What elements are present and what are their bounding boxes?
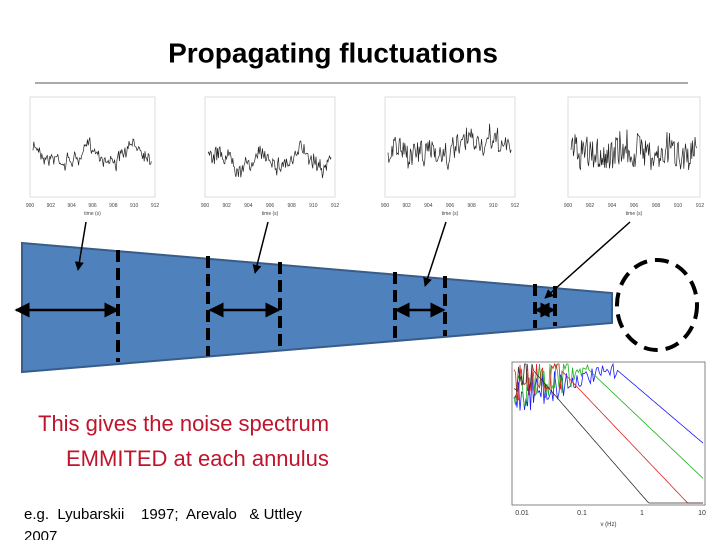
light-curve-tick-label: 900 bbox=[201, 203, 210, 209]
light-curve-tick-label: 902 bbox=[47, 203, 56, 209]
light-curve-tick-label: 910 bbox=[674, 203, 683, 209]
light-curve bbox=[570, 129, 697, 171]
light-curve-tick-label: 912 bbox=[696, 203, 705, 209]
light-curve-tick-label: 902 bbox=[402, 203, 411, 209]
light-curve-tick-label: 906 bbox=[630, 203, 639, 209]
light-curve-tick-label: 906 bbox=[446, 203, 455, 209]
caption-line: EMMITED at each annulus bbox=[66, 446, 329, 471]
citation-line: e.g. Lyubarskii 1997; Arevalo & Uttley bbox=[24, 506, 302, 523]
light-curve-x-label: time (s) bbox=[84, 211, 101, 217]
slide-title: Propagating fluctuations bbox=[168, 37, 498, 68]
inner-region bbox=[615, 258, 699, 352]
spectrum-tick-label: 0.01 bbox=[515, 510, 529, 517]
spectrum-curve bbox=[513, 362, 704, 444]
light-curve-tick-label: 910 bbox=[489, 203, 498, 209]
light-curve-frame bbox=[204, 96, 336, 198]
light-curve bbox=[207, 140, 332, 179]
light-curve-tick-label: 902 bbox=[586, 203, 595, 209]
light-curve-x-label: time (s) bbox=[442, 211, 459, 217]
light-curve-tick-label: 900 bbox=[26, 203, 35, 209]
light-curve-frame bbox=[29, 96, 156, 198]
spectrum-curve bbox=[513, 362, 703, 504]
plots: 900 902 904 906 908 910 912 time (s) 900 902 904 90… bbox=[26, 96, 706, 528]
spectrum-curve bbox=[513, 363, 704, 479]
spectrum-tick-label: 1 bbox=[640, 510, 644, 517]
light-curve-tick-label: 906 bbox=[88, 203, 97, 209]
citation-line: 2007 bbox=[24, 528, 57, 540]
light-curve-tick-label: 912 bbox=[511, 203, 520, 209]
caption-line: This gives the noise spectrum bbox=[38, 411, 329, 436]
light-curve-tick-label: 908 bbox=[109, 203, 118, 209]
light-curve-x-label: time (s) bbox=[626, 211, 643, 217]
spectrum-curve bbox=[513, 363, 703, 504]
light-curve bbox=[387, 123, 512, 170]
light-curve-tick-label: 900 bbox=[564, 203, 573, 209]
light-curve bbox=[32, 137, 152, 172]
light-curve-tick-label: 908 bbox=[467, 203, 476, 209]
light-curve-tick-label: 906 bbox=[266, 203, 275, 209]
light-curve-frame bbox=[567, 96, 701, 198]
spectrum-tick-label: 0.1 bbox=[577, 510, 587, 517]
light-curve-tick-label: 908 bbox=[652, 203, 661, 209]
light-curve-tick-label: 902 bbox=[222, 203, 231, 209]
pointer-arrows bbox=[74, 221, 631, 299]
disc-wedge bbox=[21, 241, 613, 374]
light-curve-tick-label: 912 bbox=[151, 203, 160, 209]
light-curve-tick-label: 900 bbox=[381, 203, 390, 209]
light-curve-frame bbox=[384, 96, 516, 198]
spectrum-tick-label: 10 bbox=[698, 510, 706, 517]
light-curve-x-label: time (s) bbox=[262, 211, 279, 217]
light-curve-tick-label: 904 bbox=[244, 203, 253, 209]
light-curve-tick-label: 912 bbox=[331, 203, 340, 209]
light-curve-tick-label: 904 bbox=[424, 203, 433, 209]
light-curve-tick-label: 910 bbox=[130, 203, 139, 209]
light-curve-tick-label: 908 bbox=[287, 203, 296, 209]
light-curve-tick-label: 904 bbox=[67, 203, 76, 209]
light-curve-tick-label: 910 bbox=[309, 203, 318, 209]
spectrum-frame bbox=[511, 361, 706, 506]
spectrum-x-label: ν (Hz) bbox=[601, 522, 617, 528]
light-curve-tick-label: 904 bbox=[608, 203, 617, 209]
